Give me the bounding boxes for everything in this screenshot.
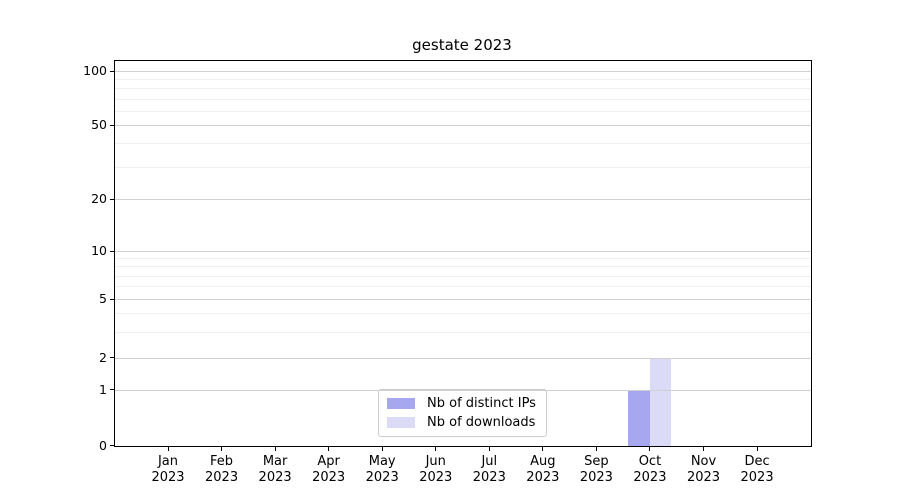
minor-gridline <box>115 313 811 315</box>
legend-label-distinct-ips: Nb of distinct IPs <box>427 396 536 411</box>
minor-gridline <box>115 98 811 100</box>
y-tick-label: 2 <box>99 349 107 365</box>
major-gridline <box>115 125 811 127</box>
minor-gridline <box>115 275 811 277</box>
x-tick <box>435 447 437 451</box>
chart-title: gestate 2023 <box>412 36 512 54</box>
y-tick-label: 50 <box>91 117 107 133</box>
minor-gridline <box>115 331 811 333</box>
legend-item-distinct-ips: Nb of distinct IPs <box>387 396 536 411</box>
y-tick <box>110 250 114 252</box>
y-tick <box>110 445 114 446</box>
x-tick <box>595 447 597 451</box>
x-tick <box>221 447 223 451</box>
x-tick <box>649 447 651 451</box>
y-tick <box>110 198 114 200</box>
y-tick <box>110 124 114 126</box>
legend-label-downloads: Nb of downloads <box>427 415 536 430</box>
major-gridline <box>115 199 811 201</box>
x-tick-label: Aug 2023 <box>526 454 560 485</box>
bar-downloads <box>649 357 672 446</box>
x-tick <box>381 447 383 451</box>
y-tick <box>110 357 114 358</box>
major-gridline <box>115 251 811 252</box>
major-gridline <box>115 357 811 359</box>
y-tick <box>110 298 114 300</box>
legend-swatch-distinct-ips <box>387 398 415 409</box>
x-tick-label: Nov 2023 <box>686 454 721 485</box>
y-tick-label: 1 <box>99 381 107 397</box>
x-tick-label: Mar 2023 <box>258 454 292 485</box>
x-tick <box>167 447 169 451</box>
major-gridline <box>115 299 811 300</box>
minor-gridline <box>115 286 811 288</box>
minor-gridline <box>115 258 811 260</box>
major-gridline <box>115 71 811 72</box>
x-tick-label: Apr 2023 <box>312 454 346 485</box>
x-tick <box>703 447 704 451</box>
legend: Nb of distinct IPs Nb of downloads <box>378 389 547 437</box>
x-tick-label: Feb 2023 <box>205 454 239 485</box>
x-tick-label: Oct 2023 <box>633 454 667 485</box>
bar-distinct-ips <box>628 389 650 446</box>
x-tick <box>756 447 758 451</box>
y-tick-label: 100 <box>83 63 107 78</box>
x-tick <box>328 447 330 451</box>
y-tick <box>110 389 114 390</box>
minor-gridline <box>115 266 811 268</box>
x-tick-label: Jun 2023 <box>419 454 453 485</box>
y-tick <box>110 70 114 72</box>
x-tick-label: Dec 2023 <box>740 454 774 485</box>
x-tick <box>488 447 490 451</box>
x-tick-label: Sep 2023 <box>579 454 613 485</box>
y-tick-label: 20 <box>91 191 107 207</box>
minor-gridline <box>115 88 811 90</box>
minor-gridline <box>115 143 811 145</box>
x-tick-label: Jul 2023 <box>472 454 506 485</box>
minor-gridline <box>115 111 811 113</box>
major-gridline <box>115 389 811 391</box>
plot-area: Nb of distinct IPs Nb of downloads 0 1 2 5 1… <box>83 60 812 485</box>
y-tick-label: 10 <box>91 243 107 258</box>
legend-swatch-downloads <box>387 417 415 428</box>
x-tick <box>542 447 544 451</box>
legend-item-downloads: Nb of downloads <box>387 415 536 430</box>
y-tick-label: 0 <box>99 437 107 453</box>
y-tick-label: 5 <box>99 291 107 306</box>
x-tick <box>274 447 276 451</box>
x-tick-label: Jan 2023 <box>151 454 185 485</box>
minor-gridline <box>115 166 811 168</box>
minor-gridline <box>115 79 811 81</box>
x-tick-label: May 2023 <box>365 454 399 485</box>
